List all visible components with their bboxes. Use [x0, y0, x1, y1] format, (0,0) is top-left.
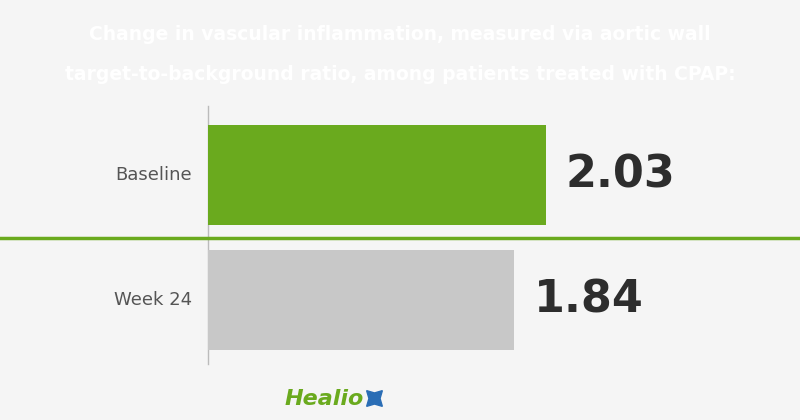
Text: 1.84: 1.84: [534, 278, 644, 322]
Bar: [208, 125, 546, 225]
Text: 2.03: 2.03: [566, 154, 675, 197]
Text: target-to-background ratio, among patients treated with CPAP:: target-to-background ratio, among patien…: [65, 66, 735, 84]
Text: Change in vascular inflammation, measured via aortic wall: Change in vascular inflammation, measure…: [89, 26, 711, 45]
Text: Baseline: Baseline: [115, 166, 192, 184]
Text: Healio: Healio: [285, 389, 364, 409]
Bar: [208, 250, 514, 350]
Text: Week 24: Week 24: [114, 291, 192, 309]
